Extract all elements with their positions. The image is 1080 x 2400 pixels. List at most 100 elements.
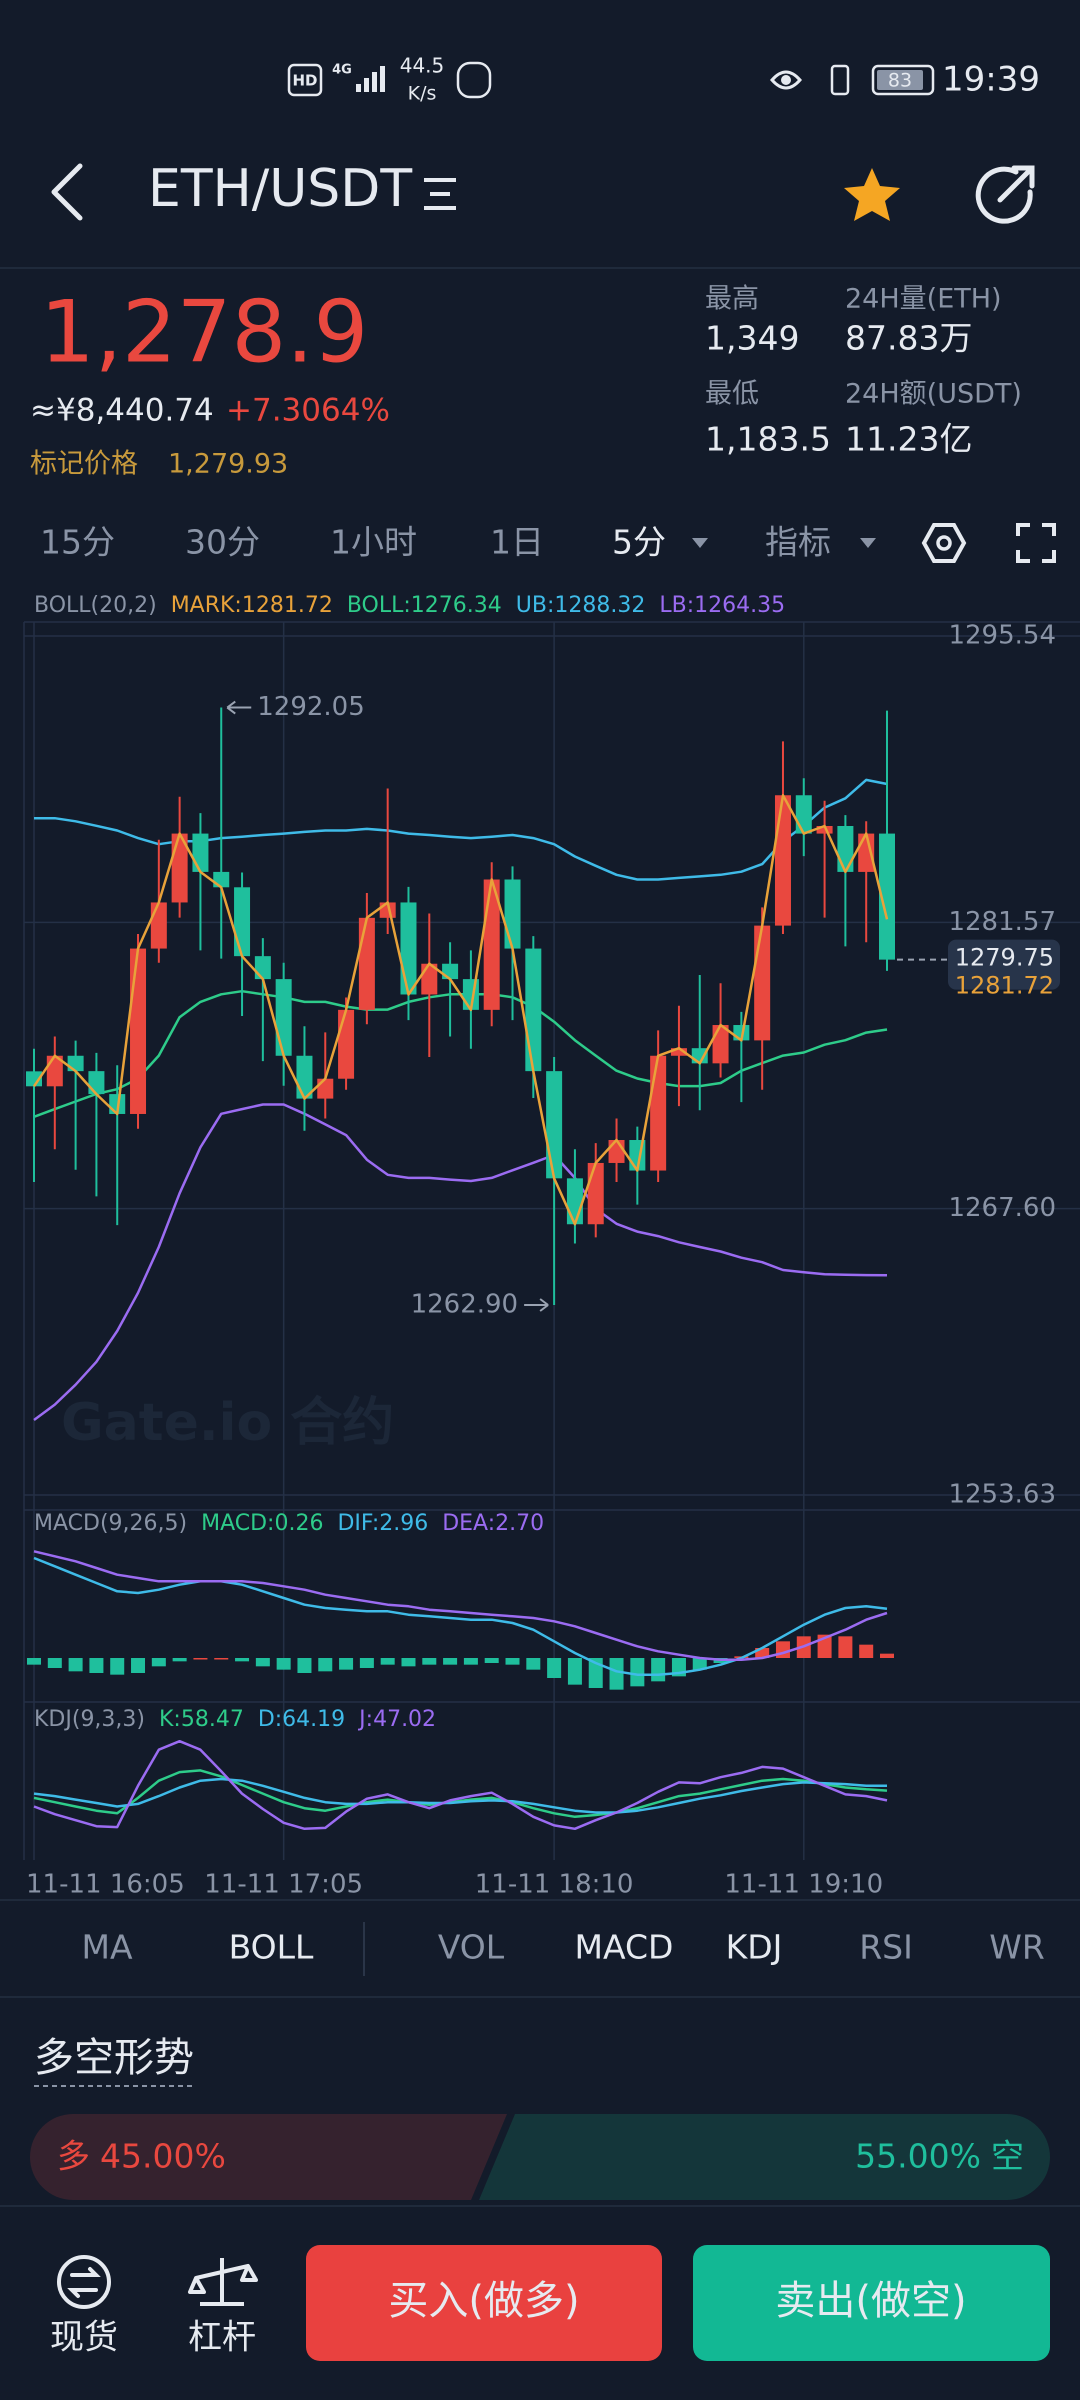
stat-value: 1,183.5 xyxy=(705,420,831,459)
margin-label[interactable]: 杠杆 xyxy=(188,2318,256,2358)
last-price-tag: 1279.75 xyxy=(955,944,1054,972)
macd-bar xyxy=(318,1658,333,1672)
interval-tab[interactable]: 1小时 xyxy=(330,523,417,562)
sentiment-title: 多空形势 xyxy=(34,2035,194,2081)
macd-bar xyxy=(880,1653,894,1658)
interval-tab[interactable]: 30分 xyxy=(185,523,260,562)
clock: 19:39 xyxy=(942,60,1040,100)
macd-bar xyxy=(484,1658,499,1663)
dropdown-caret xyxy=(860,538,876,548)
candle-body xyxy=(754,925,771,1041)
spot-icon[interactable] xyxy=(57,2255,111,2309)
indicator-tab[interactable]: MA xyxy=(81,1928,132,1967)
macd-bar xyxy=(609,1658,624,1690)
candle-body xyxy=(608,1140,625,1163)
fullscreen-icon[interactable] xyxy=(1016,523,1056,563)
x-tick-label: 11-11 19:10 xyxy=(724,1870,883,1900)
mark-price-tag: 1281.72 xyxy=(955,972,1054,1000)
x-tick-label: 11-11 17:05 xyxy=(204,1870,363,1900)
settings-icon-center xyxy=(936,535,952,551)
macd-bar xyxy=(526,1658,541,1670)
short-value: 55.00% xyxy=(855,2137,981,2176)
sell-button[interactable] xyxy=(693,2245,1050,2361)
indicator-tab[interactable]: WR xyxy=(989,1928,1045,1967)
annotation-arrow xyxy=(226,700,252,715)
macd-bar xyxy=(443,1658,458,1665)
candle-body xyxy=(150,902,167,949)
interval-tab[interactable]: 15分 xyxy=(40,523,115,562)
stat-value: 1,349 xyxy=(705,319,799,358)
mark-line xyxy=(32,794,889,1226)
candle-body xyxy=(338,1009,355,1079)
macd-bar xyxy=(359,1658,374,1668)
macd-bar xyxy=(422,1658,437,1665)
candle-body xyxy=(130,948,147,1114)
price-change: +7.3064% xyxy=(226,393,390,429)
battery-level xyxy=(877,70,923,90)
favorite-star[interactable] xyxy=(844,168,900,221)
pair-menu-icon[interactable] xyxy=(424,178,456,210)
interval-tab-active[interactable]: 5分 xyxy=(612,523,666,562)
candle-body xyxy=(774,795,791,926)
indicator-menu[interactable]: 指标 xyxy=(765,523,831,562)
spot-label[interactable]: 现货 xyxy=(50,2318,118,2358)
indicator-tab-active[interactable]: KDJ xyxy=(726,1928,783,1967)
long-bar xyxy=(30,2114,507,2200)
net-speed-unit: K/s xyxy=(408,83,437,105)
legend-entry: DIF:2.96 xyxy=(337,1511,428,1536)
macd-bar xyxy=(172,1658,187,1662)
margin-icon[interactable] xyxy=(188,2258,258,2306)
indicator-tab[interactable]: VOL xyxy=(438,1928,505,1967)
legend-entry: MACD:0.26 xyxy=(201,1511,323,1536)
macd-bar xyxy=(567,1658,582,1685)
candle-body xyxy=(213,871,230,888)
pair-title[interactable]: ETH/USDT xyxy=(148,159,412,219)
macd-bar xyxy=(339,1658,354,1670)
candle-body xyxy=(566,1178,583,1225)
candle-body xyxy=(670,1048,687,1056)
legend-entry: J:47.02 xyxy=(357,1707,436,1732)
candle-body xyxy=(712,1025,729,1064)
macd-bar xyxy=(68,1658,83,1672)
gesture-icon xyxy=(456,61,492,99)
battery-icon xyxy=(871,64,935,96)
buy-label[interactable]: 买入(做多) xyxy=(388,2278,579,2324)
macd-bar xyxy=(47,1658,62,1668)
eye-icon xyxy=(770,70,802,90)
macd-bar xyxy=(380,1658,395,1665)
x-tick-label: 11-11 16:05 xyxy=(26,1870,185,1900)
share-icon[interactable] xyxy=(975,166,1033,224)
candle-body xyxy=(879,833,895,960)
stat-label: 24H量(ETH) xyxy=(845,284,1002,315)
short-bar xyxy=(479,2114,1050,2200)
indicator-line xyxy=(33,1556,888,1676)
candle-body xyxy=(525,948,542,1072)
candle-body xyxy=(317,1078,334,1099)
settings-icon[interactable] xyxy=(921,523,967,563)
macd-bar xyxy=(547,1658,562,1678)
hd-icon xyxy=(287,63,323,97)
macd-bar xyxy=(692,1658,707,1670)
sell-label[interactable]: 卖出(做空) xyxy=(775,2278,966,2324)
candle-body xyxy=(795,795,812,834)
legend-entry: K:58.47 xyxy=(159,1707,244,1732)
candle-body xyxy=(254,956,271,980)
stat-label: 最低 xyxy=(705,379,759,410)
buy-button[interactable] xyxy=(306,2245,662,2361)
indicator-tab-active[interactable]: MACD xyxy=(575,1928,674,1967)
candle-body xyxy=(442,963,459,980)
candle-body xyxy=(192,833,209,872)
candle-body xyxy=(67,1055,84,1072)
stat-value: 87.83万 xyxy=(845,319,972,358)
candle-body xyxy=(504,879,521,949)
mark-price-label: 标记价格 xyxy=(30,449,138,480)
indicator-tab-active[interactable]: BOLL xyxy=(229,1928,314,1967)
macd-bar xyxy=(630,1658,645,1687)
x-tick-label: 11-11 18:10 xyxy=(475,1870,634,1900)
interval-tab[interactable]: 1日 xyxy=(490,523,544,562)
indicator-tab[interactable]: RSI xyxy=(859,1928,913,1967)
back-button[interactable] xyxy=(51,163,83,221)
candle-body xyxy=(837,826,854,872)
long-value: 45.00% xyxy=(100,2137,226,2176)
short-name: 空 xyxy=(991,2137,1024,2176)
